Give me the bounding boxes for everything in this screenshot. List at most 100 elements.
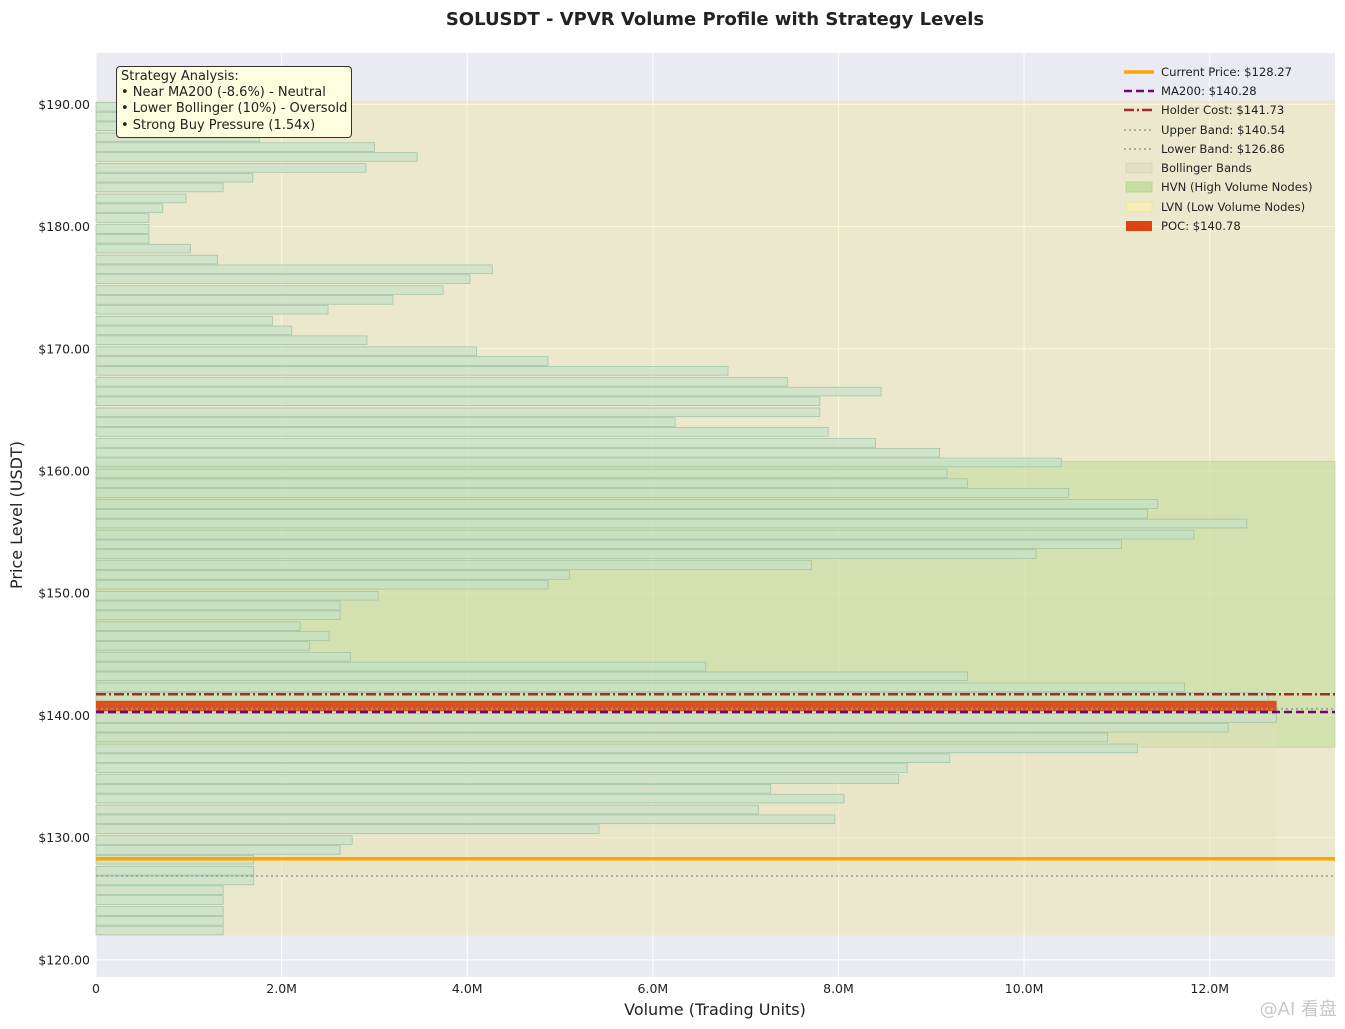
volume-bar [95, 713, 1277, 723]
volume-bar [95, 509, 1148, 519]
volume-bar [95, 152, 418, 162]
volume-bars [95, 102, 1277, 936]
volume-bar [95, 763, 908, 773]
volume-bar [95, 182, 224, 193]
legend-item-ma200: MA200: $140.28 [1116, 81, 1331, 100]
volume-bar [95, 386, 882, 397]
volume-bar [95, 264, 493, 275]
volume-bar [95, 824, 600, 834]
volume-bar [95, 641, 310, 651]
volume-bar [95, 457, 1062, 468]
y-tick-label: $190.00 [38, 97, 90, 112]
volume-bar [95, 732, 1108, 743]
strategy-analysis-line: • Near MA200 (-8.6%) - Neutral [121, 85, 326, 101]
volume-bar [95, 549, 1037, 559]
legend-item-current-price: Current Price: $128.27 [1116, 62, 1331, 81]
volume-bar [95, 774, 900, 784]
legend-swatch-current-price [1124, 66, 1154, 78]
volume-bar [95, 579, 549, 590]
x-tick-label: 10.0M [1005, 981, 1044, 996]
x-axis-ticks: 0 2.0M 4.0M 6.0M 8.0M 10.0M 12.0M [92, 981, 1229, 996]
volume-bar [95, 427, 829, 437]
y-tick-label: $170.00 [38, 341, 90, 356]
y-tick-label: $160.00 [38, 464, 90, 479]
volume-bar [95, 845, 341, 855]
volume-bar [95, 438, 876, 448]
x-axis-label: Volume (Trading Units) [624, 1000, 806, 1019]
x-tick-label: 4.0M [452, 981, 483, 996]
volume-bar [95, 172, 254, 183]
volume-bar [95, 315, 273, 326]
volume-bar [95, 529, 1195, 540]
y-tick-label: $120.00 [38, 952, 90, 967]
legend-swatch-lvn [1124, 201, 1154, 213]
legend-item-bollinger-bands: Bollinger Bands [1116, 158, 1331, 177]
legend-item-poc: POC: $140.78 [1116, 216, 1331, 235]
volume-bar [95, 925, 224, 936]
volume-bar [95, 396, 821, 407]
chart-legend: Current Price: $128.27 MA200: $140.28 Ho… [1116, 58, 1331, 240]
poc-bar [96, 700, 1277, 712]
legend-label: Current Price: $128.27 [1161, 64, 1293, 79]
x-tick-label: 8.0M [823, 981, 854, 996]
legend-swatch-ma200 [1124, 85, 1154, 97]
y-axis-label: Price Level (USDT) [7, 441, 26, 589]
volume-bar [95, 274, 471, 284]
volume-bar [95, 304, 329, 315]
volume-bar [95, 234, 150, 244]
volume-bar [95, 488, 1069, 498]
volume-bar [95, 784, 772, 794]
legend-item-holder-cost: Holder Cost: $141.73 [1116, 101, 1331, 120]
y-tick-label: $180.00 [38, 219, 90, 234]
strategy-analysis-title: Strategy Analysis: [121, 69, 239, 84]
volume-bar [95, 753, 951, 763]
volume-bar [95, 447, 940, 458]
volume-bar [95, 804, 760, 815]
strategy-levels [96, 693, 1335, 877]
y-tick-label: $130.00 [38, 830, 90, 845]
strategy-analysis-box: Strategy Analysis: • Near MA200 (-8.6%) … [116, 66, 353, 138]
legend-item-upper-band: Upper Band: $140.54 [1116, 120, 1331, 139]
chart-title: SOLUSDT - VPVR Volume Profile with Strat… [446, 9, 984, 30]
volume-bar [95, 600, 341, 611]
volume-bar [95, 518, 1248, 529]
volume-bar [95, 377, 788, 387]
legend-item-lvn: LVN (Low Volume Nodes) [1116, 197, 1331, 216]
watermark-text: @AI 看盘 [1259, 999, 1337, 1020]
volume-bar [95, 560, 812, 570]
volume-bar [95, 243, 192, 254]
volume-bar [95, 203, 164, 213]
volume-bar [95, 366, 729, 376]
legend-swatch-hvn [1124, 181, 1154, 193]
legend-item-lower-band: Lower Band: $126.86 [1116, 139, 1331, 158]
volume-bar [95, 631, 330, 641]
volume-bar [95, 610, 341, 620]
legend-swatch-poc [1124, 220, 1154, 232]
volume-bar [95, 193, 187, 204]
volume-bar [95, 835, 353, 845]
volume-bar [95, 325, 293, 336]
volume-bar [95, 224, 150, 234]
volume-bar [95, 285, 444, 295]
volume-bar [95, 346, 477, 356]
volume-bar [95, 295, 394, 305]
volume-bar [95, 468, 948, 479]
legend-swatch-lower-band [1124, 143, 1154, 155]
volume-bar [95, 885, 224, 895]
volume-bar [95, 814, 836, 825]
volume-bar [95, 570, 570, 580]
volume-bar [95, 335, 368, 345]
volume-bar [95, 213, 150, 223]
volume-bar [95, 895, 224, 905]
legend-swatch-holder-cost [1124, 104, 1154, 116]
y-tick-label: $150.00 [38, 586, 90, 601]
y-tick-label: $140.00 [38, 708, 90, 723]
volume-bar [95, 407, 821, 418]
legend-swatch-bollinger [1124, 162, 1154, 174]
strategy-analysis-line: • Strong Buy Pressure (1.54x) [121, 117, 316, 133]
volume-bar [95, 793, 845, 804]
y-axis-ticks: $120.00 $130.00 $140.00 $150.00 $160.00 $170.… [38, 97, 90, 968]
volume-bar [95, 916, 224, 926]
x-tick-label: 6.0M [638, 981, 669, 996]
